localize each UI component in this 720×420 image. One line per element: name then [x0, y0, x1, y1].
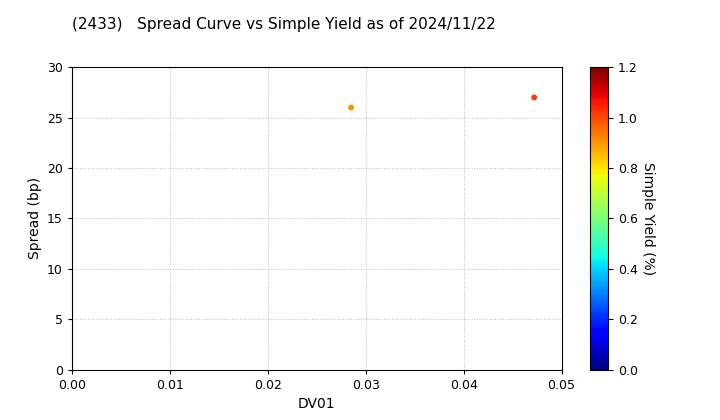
- Point: [346, 104, 357, 111]
- Y-axis label: Simple Yield (%): Simple Yield (%): [641, 162, 654, 275]
- X-axis label: DV01: DV01: [298, 397, 336, 411]
- Point: [528, 94, 540, 101]
- Y-axis label: Spread (bp): Spread (bp): [27, 177, 42, 260]
- Text: (2433)   Spread Curve vs Simple Yield as of 2024/11/22: (2433) Spread Curve vs Simple Yield as o…: [72, 17, 496, 32]
